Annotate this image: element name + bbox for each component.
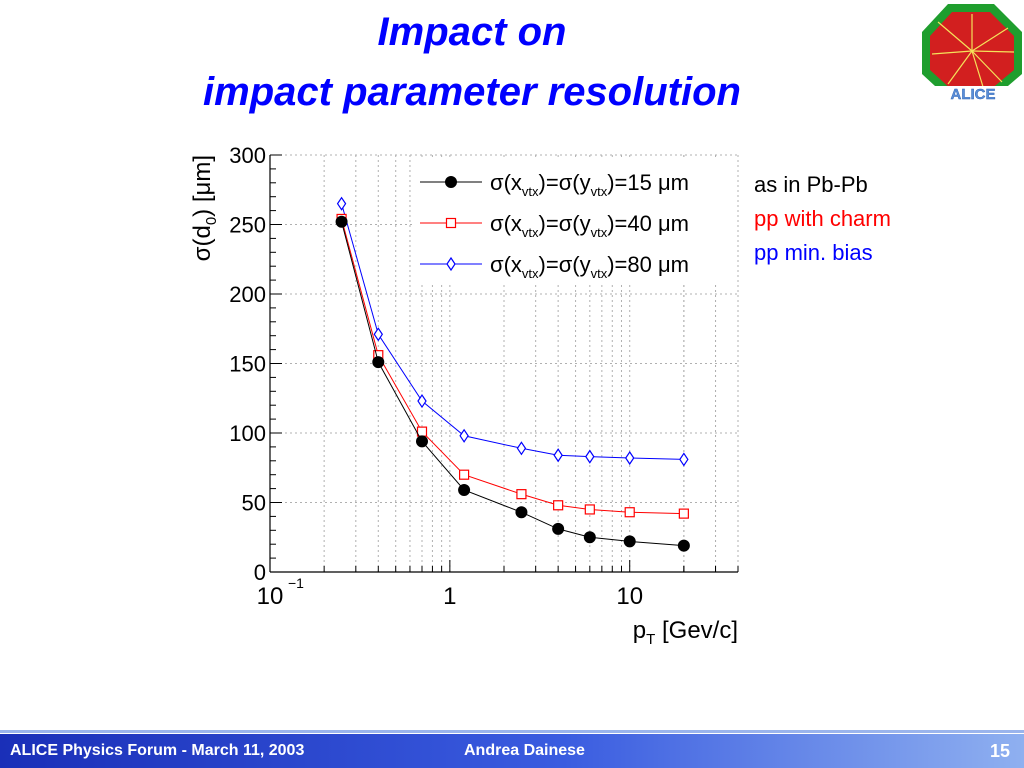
footer-divider	[0, 730, 1024, 733]
x-axis-label: pT [Gev/c]	[633, 617, 738, 648]
alice-logo-icon: ALICE	[922, 4, 1022, 102]
data-point	[516, 441, 527, 456]
data-point	[584, 504, 595, 515]
x-tick-label: 10	[616, 583, 643, 610]
data-point	[373, 327, 384, 342]
data-point	[553, 448, 563, 463]
data-point	[458, 483, 471, 496]
chart-legend: σ(xvtx)=σ(yvtx)=15 μm σ(xvtx)=σ(yvtx)=40 …	[415, 158, 737, 284]
note-pp-minbias: pp min. bias	[754, 240, 873, 265]
note-pp-charm: pp with charm	[754, 206, 891, 231]
legend-label: σ(xvtx)=σ(yvtx)=80 μm	[490, 252, 689, 281]
y-tick-label: 100	[229, 421, 266, 446]
legend-label: σ(xvtx)=σ(yvtx)=40 μm	[490, 211, 689, 240]
y-tick-label: 0	[254, 560, 266, 585]
data-point	[415, 435, 428, 448]
series-2	[336, 196, 689, 467]
data-point	[516, 489, 527, 500]
data-point	[678, 508, 689, 519]
data-point	[515, 506, 528, 519]
y-tick-label: 150	[229, 352, 266, 377]
legend-label: σ(xvtx)=σ(yvtx)=15 μm	[490, 170, 689, 199]
legend-marker	[446, 256, 456, 272]
data-point	[372, 356, 385, 369]
y-axis-label: σ(d0) [μm]	[189, 155, 220, 261]
data-point	[458, 469, 470, 480]
data-point	[677, 539, 690, 552]
x-tick-label: 1	[443, 583, 456, 610]
data-point	[336, 196, 347, 211]
data-point	[624, 450, 635, 466]
slide-title-line1: Impact on	[377, 10, 567, 54]
legend-marker	[445, 217, 457, 229]
x-tick-label-exponent: −1	[288, 575, 304, 591]
y-tick-label: 300	[229, 143, 266, 168]
data-point	[459, 428, 469, 443]
data-point	[585, 449, 595, 464]
footer-event: ALICE Physics Forum - March 11, 2003	[10, 742, 305, 759]
page-number: 15	[990, 741, 1011, 761]
data-point	[335, 215, 348, 228]
data-point	[583, 531, 596, 544]
data-point	[623, 535, 636, 548]
data-point	[553, 500, 564, 511]
data-point	[624, 507, 635, 518]
footer-bar	[0, 734, 1024, 768]
series-0	[335, 215, 690, 552]
data-point	[679, 452, 689, 467]
data-point	[417, 393, 427, 409]
y-tick-label: 250	[229, 213, 266, 238]
y-tick-label: 200	[229, 282, 266, 307]
data-point	[552, 522, 565, 535]
footer-author: Andrea Dainese	[464, 742, 585, 759]
logo-text: ALICE	[951, 86, 996, 102]
legend-box	[415, 158, 737, 284]
x-tick-label: 10	[257, 583, 284, 610]
legend-marker	[445, 176, 457, 188]
note-pbpb: as in Pb-Pb	[754, 172, 868, 197]
y-tick-label: 50	[242, 491, 266, 516]
slide-title-line2: impact parameter resolution	[203, 70, 741, 114]
